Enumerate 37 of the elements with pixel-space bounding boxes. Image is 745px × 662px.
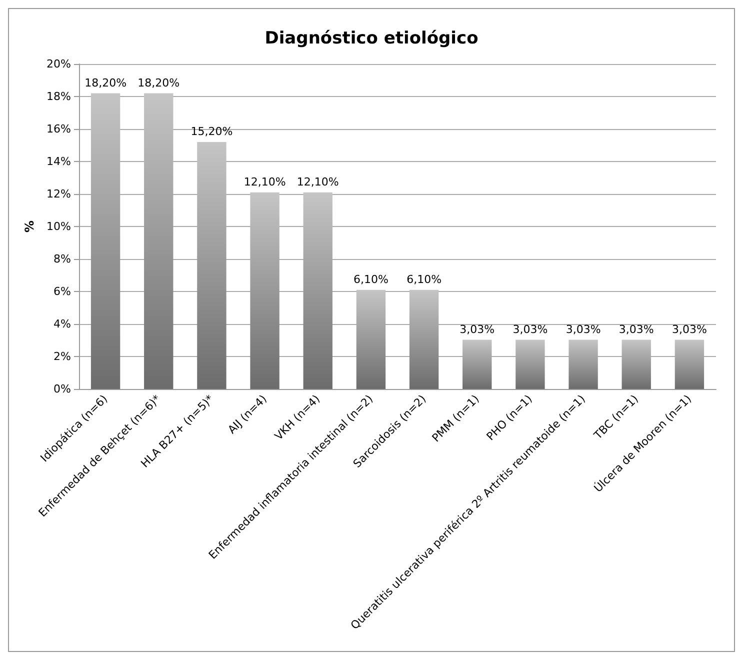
bar [674,340,704,389]
y-axis-title: % [22,220,37,233]
bar [250,192,280,389]
y-tick-label: 2% [54,350,71,363]
bar [90,93,120,389]
data-label: 3,03% [672,322,707,336]
bar [568,340,598,389]
data-label: 6,10% [353,272,388,286]
y-tick-label: 10% [46,220,71,233]
data-label: 6,10% [406,272,442,286]
data-label: 3,03% [566,322,601,336]
bar [197,142,226,389]
data-label: 3,03% [512,322,548,336]
y-tick-label: 20% [46,58,71,70]
y-tick-label: 0% [54,382,71,396]
bar [356,290,386,389]
data-label: 12,10% [244,175,286,188]
y-tick-label: 6% [54,285,71,298]
bar [622,340,651,389]
bar [144,93,174,389]
y-tick-label: 12% [46,188,71,200]
bar [516,340,545,389]
y-tick-label: 8% [54,252,71,266]
chart-title: Diagnóstico etiológico [264,28,478,48]
data-label: 3,03% [460,322,495,336]
data-label: 12,10% [296,175,339,188]
bar [409,290,439,389]
y-tick-label: 4% [54,318,71,330]
data-label: 3,03% [618,322,654,336]
data-label: 15,20% [190,125,233,138]
y-tick-label: 14% [46,155,71,168]
bar [462,340,492,389]
data-label: 18,20% [138,76,180,90]
bar [303,192,332,389]
y-tick-label: 18% [46,90,71,103]
data-label: 18,20% [84,76,127,90]
y-tick-label: 16% [46,122,71,136]
